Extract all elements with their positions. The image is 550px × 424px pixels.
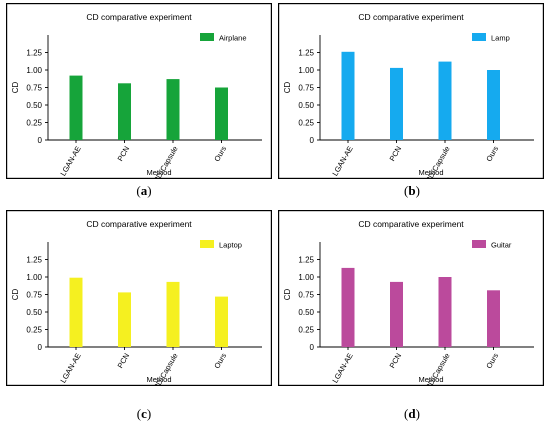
y-tick-label: 0.25 <box>298 326 314 335</box>
chart-panel-d: CD comparative experiment 0 0.25 0.50 0.75 1.… <box>278 210 544 386</box>
y-axis-label: CD <box>11 289 20 301</box>
chart-panel-b: CD comparative experiment 0 0.25 0.50 0.75 1.… <box>278 3 544 179</box>
legend-label: Guitar <box>491 241 512 250</box>
y-tick-label: 0 <box>310 136 315 145</box>
legend-label: Airplane <box>219 34 247 43</box>
y-tick-label: 1.00 <box>298 273 314 282</box>
chart-frame <box>278 210 544 386</box>
bar-chart-svg: CD comparative experiment 0 0.25 0.50 0.75 1.… <box>6 3 272 179</box>
legend-swatch <box>472 33 486 41</box>
bar-chart-svg: CD comparative experiment 0 0.25 0.50 0.75 1.… <box>6 210 272 386</box>
chart-frame <box>6 210 272 386</box>
y-tick-label: 0.25 <box>26 326 42 335</box>
bar <box>215 87 228 140</box>
bar <box>166 79 180 140</box>
bar <box>69 75 83 140</box>
y-tick-label: 1.25 <box>26 49 42 58</box>
bar <box>341 267 355 347</box>
x-axis-label: Method <box>146 168 171 177</box>
bar <box>390 67 403 140</box>
y-tick-label: 1.00 <box>298 66 314 75</box>
y-axis-label: CD <box>283 289 292 301</box>
y-tick-label: 1.25 <box>298 49 314 58</box>
y-tick-label: 0.50 <box>298 308 314 317</box>
bar <box>69 277 83 347</box>
x-axis-label: Method <box>418 375 443 384</box>
chart-title: CD comparative experiment <box>358 12 464 22</box>
chart-title: CD comparative experiment <box>358 219 464 229</box>
bar <box>215 296 228 347</box>
legend-swatch <box>472 240 486 248</box>
y-tick-label: 0 <box>38 343 43 352</box>
chart-panel-a: CD comparative experiment 0 0.25 0.50 0.75 1.… <box>6 3 272 179</box>
y-tick-label: 0.50 <box>298 101 314 110</box>
bar <box>118 292 131 347</box>
y-tick-label: 1.00 <box>26 66 42 75</box>
bar <box>390 281 403 347</box>
y-tick-label: 0.75 <box>26 291 42 300</box>
chart-panel-c: CD comparative experiment 0 0.25 0.50 0.75 1.… <box>6 210 272 386</box>
y-tick-label: 0.50 <box>26 101 42 110</box>
chart-title: CD comparative experiment <box>86 219 192 229</box>
legend-label: Laptop <box>219 241 242 250</box>
y-axis-label: CD <box>11 82 20 94</box>
legend-swatch <box>200 240 214 248</box>
bar <box>487 290 500 347</box>
caption-a: (a) <box>136 183 152 198</box>
chart-frame <box>278 3 544 179</box>
y-tick-label: 0 <box>310 343 315 352</box>
bar <box>487 70 500 140</box>
y-tick-label: 0.75 <box>298 291 314 300</box>
x-axis-label: Method <box>418 168 443 177</box>
chart-title: CD comparative experiment <box>86 12 192 22</box>
y-tick-label: 0.25 <box>26 119 42 128</box>
legend-swatch <box>200 33 214 41</box>
bar <box>438 61 452 140</box>
y-tick-label: 1.25 <box>26 256 42 265</box>
y-tick-label: 1.25 <box>298 256 314 265</box>
caption-c: (c) <box>136 406 152 421</box>
bar <box>341 51 355 140</box>
bar-chart-svg: CD comparative experiment 0 0.25 0.50 0.75 1.… <box>278 210 544 386</box>
y-tick-label: 0.75 <box>26 84 42 93</box>
bar-chart-svg: CD comparative experiment 0 0.25 0.50 0.75 1.… <box>278 3 544 179</box>
bar <box>166 281 180 347</box>
y-tick-label: 0 <box>38 136 43 145</box>
chart-frame <box>6 3 272 179</box>
legend-label: Lamp <box>491 34 510 43</box>
bar <box>118 83 131 140</box>
y-tick-label: 1.00 <box>26 273 42 282</box>
caption-d: (d) <box>404 406 420 421</box>
y-tick-label: 0.50 <box>26 308 42 317</box>
caption-b: (b) <box>404 183 420 198</box>
bar <box>438 277 452 347</box>
y-tick-label: 0.25 <box>298 119 314 128</box>
x-axis-label: Method <box>146 375 171 384</box>
y-axis-label: CD <box>283 82 292 94</box>
y-tick-label: 0.75 <box>298 84 314 93</box>
